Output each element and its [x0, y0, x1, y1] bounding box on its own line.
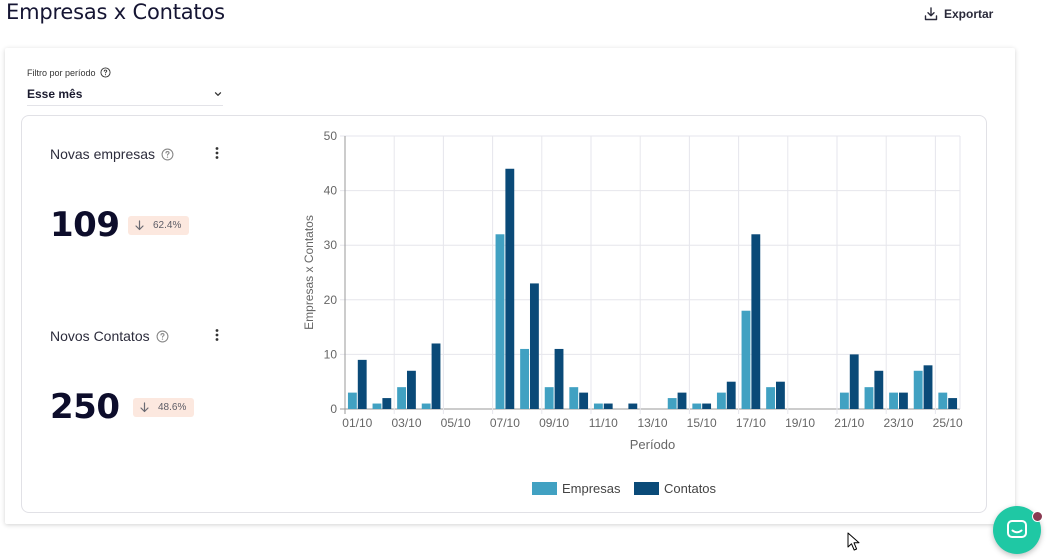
notification-dot	[1032, 511, 1043, 522]
period-select[interactable]: Esse mês	[27, 83, 223, 106]
x-tick-label: 15/10	[687, 416, 717, 430]
metric-title: Novas empresas	[50, 146, 156, 162]
y-tick-label: 30	[324, 238, 338, 252]
bar-empresas	[913, 370, 923, 409]
x-axis-title: Período	[630, 437, 676, 452]
y-tick-label: 10	[324, 347, 338, 361]
bar-empresas	[741, 310, 751, 409]
x-tick-label: 19/10	[785, 416, 815, 430]
bar-contatos	[579, 392, 589, 409]
arrow-down-icon	[140, 402, 149, 413]
arrow-down-icon	[135, 220, 144, 231]
export-label: Exportar	[944, 7, 994, 21]
bar-chart: 0 10 20 30 40 50 01/10 03/10 05/10 07/10 09/10 11/1…	[302, 129, 963, 496]
x-tick-label: 09/10	[539, 416, 569, 430]
bar-contatos	[382, 398, 392, 409]
bar-empresas	[667, 398, 677, 409]
legend-label: Contatos	[664, 481, 717, 496]
x-tick-label: 21/10	[834, 416, 864, 430]
legend-swatch	[532, 482, 557, 495]
bar-contatos	[898, 392, 908, 409]
bar-contatos	[529, 283, 539, 409]
bar-empresas	[347, 392, 357, 409]
change-badge: 62.4%	[128, 216, 190, 235]
chevron-down-icon	[214, 92, 222, 96]
bar-contatos	[874, 370, 884, 409]
bar-contatos	[406, 370, 416, 409]
period-filter: Filtro por período Esse mês	[27, 67, 223, 106]
bar-contatos	[948, 398, 958, 409]
x-tick-label: 11/10	[589, 416, 618, 430]
more-options-icon[interactable]	[212, 328, 222, 342]
bar-contatos	[751, 234, 761, 409]
bar-contatos	[702, 403, 712, 409]
x-tick-label: 25/10	[933, 416, 963, 430]
bar-contatos	[505, 168, 515, 409]
x-tick-label: 13/10	[637, 416, 667, 430]
bar-empresas	[839, 392, 849, 409]
x-tick-label: 03/10	[391, 416, 421, 430]
mouse-cursor-icon	[847, 532, 860, 551]
x-tick-label: 07/10	[490, 416, 520, 430]
y-axis-title: Empresas x Contatos	[302, 215, 316, 330]
y-tick-label: 40	[324, 184, 338, 198]
bar-empresas	[889, 392, 899, 409]
bar-empresas	[397, 387, 407, 409]
x-tick-label: 05/10	[441, 416, 471, 430]
x-tick-label: 17/10	[736, 416, 766, 430]
metric-novas-empresas: Novas empresas 109 62.4%	[50, 145, 219, 245]
help-icon[interactable]	[156, 330, 169, 343]
bar-contatos	[628, 403, 638, 409]
change-badge: 48.6%	[133, 398, 195, 417]
change-value: 48.6%	[158, 402, 187, 413]
bar-empresas	[569, 387, 579, 409]
metric-title-row: Novas empresas	[50, 145, 174, 163]
bar-contatos	[726, 381, 736, 409]
help-icon[interactable]	[161, 148, 174, 161]
bar-contatos	[677, 392, 687, 409]
y-tick-label: 50	[324, 129, 338, 143]
bar-empresas	[544, 387, 554, 409]
y-tick-label: 0	[330, 402, 337, 416]
legend-swatch	[634, 482, 659, 495]
bar-contatos	[357, 359, 367, 409]
bar-empresas	[716, 392, 726, 409]
legend-label: Empresas	[562, 481, 621, 496]
bar-empresas	[864, 387, 874, 409]
metric-novos-contatos: Novos Contatos 250 48.6%	[50, 327, 219, 427]
help-icon[interactable]	[100, 67, 111, 78]
bar-empresas	[495, 234, 505, 409]
y-tick-label: 20	[324, 293, 338, 307]
metric-value: 250	[50, 387, 120, 427]
bar-contatos	[431, 343, 441, 409]
metric-title-row: Novos Contatos	[50, 327, 169, 345]
bar-empresas	[938, 392, 948, 409]
bar-contatos	[554, 348, 564, 409]
bar-empresas	[593, 403, 603, 409]
change-value: 62.4%	[153, 220, 182, 231]
metric-title: Novos Contatos	[50, 328, 150, 344]
x-tick-label: 23/10	[883, 416, 913, 430]
filter-label-row: Filtro por período	[27, 67, 223, 78]
period-select-value: Esse mês	[27, 87, 83, 101]
metric-value: 109	[50, 205, 120, 245]
bar-empresas	[520, 348, 530, 409]
chat-icon	[1007, 520, 1027, 538]
bar-empresas	[692, 403, 702, 409]
bar-empresas	[372, 403, 382, 409]
download-icon	[924, 7, 938, 21]
x-tick-label: 01/10	[342, 416, 372, 430]
bar-contatos	[775, 381, 785, 409]
bar-empresas	[766, 387, 776, 409]
export-button[interactable]: Exportar	[924, 5, 993, 23]
bar-contatos	[849, 354, 859, 409]
bar-empresas	[421, 403, 431, 409]
filter-label: Filtro por período	[27, 67, 96, 78]
bar-contatos	[923, 365, 933, 409]
more-options-icon[interactable]	[212, 146, 222, 160]
page-title: Empresas x Contatos	[6, 0, 225, 24]
bar-contatos	[603, 403, 613, 409]
